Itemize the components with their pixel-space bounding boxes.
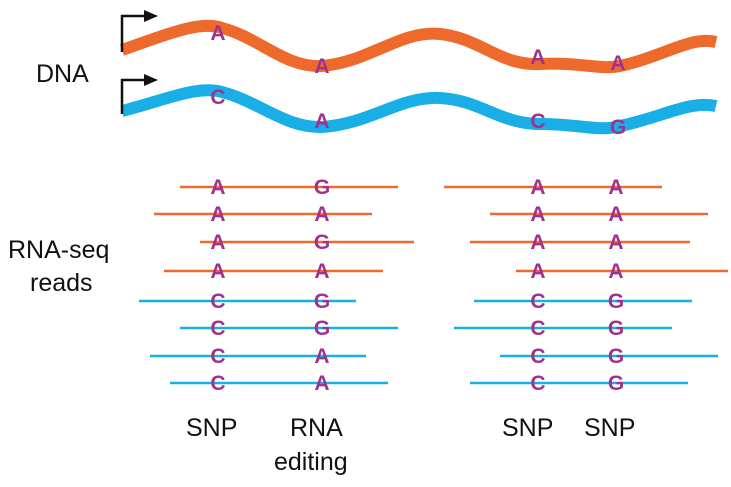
read-base: A [608, 231, 623, 254]
dna-strand-blue [120, 84, 718, 135]
snp-label-2: SNP [502, 414, 553, 442]
read-base: A [530, 203, 545, 226]
dna-orange-allele: A [210, 22, 225, 45]
snp-label-1: SNP [186, 414, 237, 442]
dna-orange-allele: A [610, 52, 625, 75]
dna-blue-allele: C [210, 86, 225, 109]
read-base: A [314, 372, 329, 395]
read-base: A [608, 260, 623, 283]
read-base: C [210, 317, 225, 340]
read-base: A [608, 203, 623, 226]
dna-strand-orange [120, 19, 718, 74]
read-base: G [314, 317, 330, 340]
dna-label: DNA [36, 60, 89, 88]
transcription-start-arrow-icon [120, 10, 158, 52]
read-base: C [210, 290, 225, 313]
read-base: A [314, 260, 329, 283]
read-base: C [530, 345, 545, 368]
read-base: C [210, 372, 225, 395]
read-base: G [314, 231, 330, 254]
reads-label: reads [30, 269, 93, 297]
dna-blue-allele: A [314, 110, 329, 133]
rna-seq-label: RNA-seq [8, 236, 109, 264]
dna-blue-allele: C [530, 110, 545, 133]
read-base: A [530, 260, 545, 283]
dna-blue-allele: G [610, 116, 626, 139]
read-base: A [314, 345, 329, 368]
labels: DNA RNA-seq reads SNP RNA editing SNP SN… [8, 60, 635, 476]
read-base: C [530, 317, 545, 340]
read-base: G [314, 176, 330, 199]
dna-strands: A A A A C A C G [120, 10, 718, 139]
read-base: A [210, 231, 225, 254]
transcription-start-arrow-icon [120, 74, 158, 114]
dna-orange-allele: A [314, 55, 329, 78]
read-base: G [608, 372, 624, 395]
rna-editing-label: RNA [290, 414, 343, 442]
read-base: A [210, 203, 225, 226]
snp-label-3: SNP [584, 414, 635, 442]
read-base: C [210, 345, 225, 368]
read-base: A [210, 176, 225, 199]
read-base: G [608, 290, 624, 313]
read-base: A [530, 231, 545, 254]
read-base: A [608, 176, 623, 199]
read-base: A [314, 203, 329, 226]
read-base: A [530, 176, 545, 199]
read-base: C [530, 372, 545, 395]
editing-label: editing [274, 448, 348, 476]
read-base: A [210, 260, 225, 283]
rna-seq-reads: A GA AA GA AC GC GC AC AA AA AA AA AC GC GC GC G [139, 176, 728, 395]
read-base: G [608, 317, 624, 340]
read-base: C [530, 290, 545, 313]
read-base: G [608, 345, 624, 368]
dna-orange-allele: A [530, 46, 545, 69]
read-base: G [314, 290, 330, 313]
